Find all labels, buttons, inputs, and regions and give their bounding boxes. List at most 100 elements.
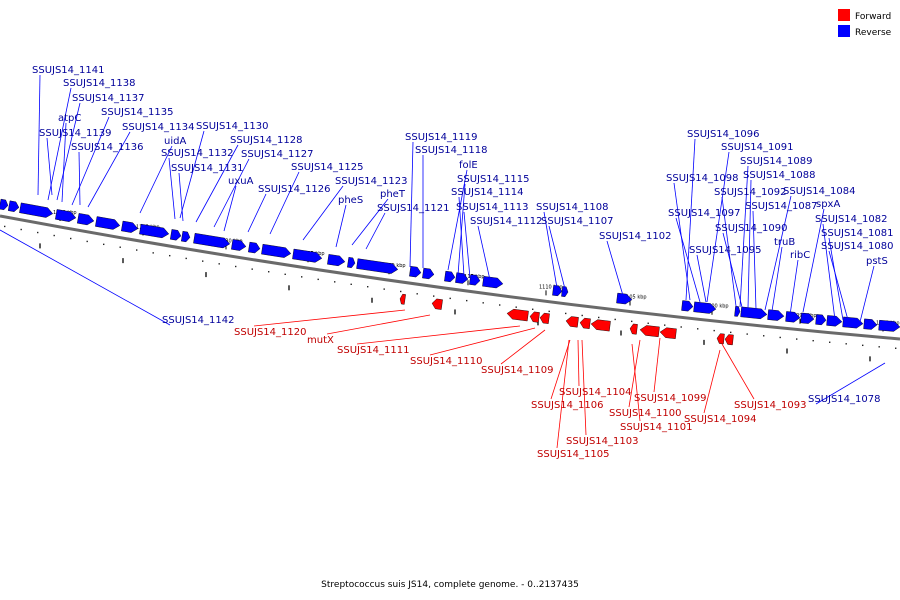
forward-gene-arrow: [659, 327, 677, 339]
reverse-gene-arrow: [693, 301, 717, 314]
minor-tick: [499, 304, 501, 306]
reverse-gene-label: SSUJS14_1108: [536, 202, 609, 213]
reverse-gene-label: SSUJS14_1137: [72, 93, 145, 104]
forward-gene-arrow: [431, 298, 443, 310]
reverse-leader-line: [747, 179, 752, 309]
reverse-gene-label: SSUJS14_1107: [541, 216, 614, 227]
reverse-leader-line: [828, 237, 844, 321]
tick-label: 1130 kbp: [219, 238, 243, 244]
reverse-leader-line: [802, 208, 825, 313]
reverse-leader-line: [213, 158, 250, 228]
minor-tick: [647, 322, 649, 324]
reverse-gene-label: SSUJS14_1114: [451, 187, 524, 198]
reverse-leader-line: [409, 141, 414, 268]
forward-gene-label: SSUJS14_1100: [609, 408, 682, 419]
minor-tick: [103, 243, 105, 246]
forward-leader-line: [556, 339, 570, 449]
forward-gene-labels: SSUJS14_1120mutXSSUJS14_1111SSUJS14_1110…: [234, 327, 807, 460]
minor-tick: [812, 339, 814, 342]
minor-tick: [416, 293, 418, 295]
reverse-gene-label: SSUJS14_1082: [815, 214, 888, 225]
reverse-gene-arrow: [19, 202, 54, 218]
tick-label: 1100 kbp: [705, 304, 729, 310]
reverse-gene-label: SSUJS14_1135: [101, 107, 174, 118]
reverse-gene-arrow: [0, 198, 9, 211]
forward-leader-line: [550, 339, 571, 400]
minor-tick: [37, 231, 39, 234]
reverse-gene-arrow: [248, 241, 261, 254]
minor-tick: [862, 344, 864, 347]
reverse-gene-arrow: [444, 270, 456, 283]
minor-tick: [20, 228, 22, 231]
reverse-leader-line: [739, 165, 749, 308]
forward-gene-label: SSUJS14_1094: [684, 414, 757, 425]
minor-tick: [4, 225, 6, 228]
reverse-leader-line: [815, 362, 886, 405]
forward-gene-arrow: [399, 293, 406, 305]
reverse-gene-arrow: [681, 300, 694, 312]
minor-tick: [664, 324, 666, 326]
forward-gene-arrow: [529, 311, 540, 323]
reverse-gene-arrow: [422, 267, 435, 280]
reverse-leader-line: [168, 157, 176, 220]
minor-tick: [185, 257, 187, 260]
legend-reverse-label: Reverse: [855, 28, 892, 38]
reverse-leader-line: [223, 185, 237, 232]
reverse-leader-line: [269, 171, 300, 235]
reverse-gene-label: atpC: [58, 113, 81, 124]
minor-tick: [53, 234, 55, 237]
reverse-gene-label: SSUJS14_1119: [405, 132, 478, 143]
reverse-gene-label: pheS: [338, 195, 363, 206]
reverse-genes: [0, 198, 900, 332]
reverse-gene-label: pstS: [866, 256, 888, 267]
reverse-gene-label: folE: [459, 160, 478, 171]
forward-leader-line: [253, 309, 406, 327]
forward-gene-label: SSUJS14_1104: [559, 387, 632, 398]
forward-gene-arrow: [539, 312, 550, 324]
reverse-leader-line: [673, 182, 691, 301]
minor-tick: [202, 260, 204, 262]
minor-tick: [449, 297, 451, 300]
reverse-gene-label: SSUJS14_1139: [39, 128, 112, 139]
minor-tick: [218, 263, 220, 265]
reverse-leader-line: [78, 151, 81, 206]
forward-gene-label: SSUJS14_1110: [410, 356, 483, 367]
minor-tick: [548, 310, 550, 313]
reverse-leader-line: [477, 225, 491, 281]
reverse-gene-arrow: [863, 318, 878, 330]
reverse-gene-label: SSUJS14_1080: [821, 241, 894, 252]
reverse-leader-line: [771, 246, 783, 312]
map-caption: Streptococcus suis JS14, complete genome…: [321, 580, 579, 590]
reverse-gene-label: SSUJS14_1089: [740, 156, 813, 167]
legend-forward-swatch: [838, 9, 850, 21]
minor-tick: [746, 333, 748, 335]
reverse-leader-line: [789, 259, 799, 316]
reverse-leader-line: [675, 217, 701, 303]
reverse-gene-label: SSUJS14_1078: [808, 394, 881, 405]
reverse-gene-label: SSUJS14_1112: [470, 216, 543, 227]
forward-gene-label: SSUJS14_1099: [634, 393, 707, 404]
reverse-gene-label: pheT: [380, 189, 406, 200]
minor-tick: [251, 268, 253, 270]
reverse-gene-label: SSUJS14_1125: [291, 162, 364, 173]
reverse-leader-line: [822, 223, 836, 321]
reverse-leader-line: [351, 198, 389, 246]
reverse-gene-label: SSUJS14_1136: [71, 142, 144, 153]
forward-gene-arrow: [506, 308, 529, 322]
reverse-leader-line: [87, 131, 131, 208]
reverse-gene-label: truB: [774, 237, 795, 248]
forward-gene-arrow: [590, 319, 611, 332]
reverse-leader-line: [195, 144, 239, 223]
reverse-gene-label: SSUJS14_1121: [377, 203, 450, 214]
minor-ticks: [4, 225, 897, 362]
reverse-gene-arrow: [842, 316, 864, 329]
reverse-gene-label: SSUJS14_1087: [745, 201, 818, 212]
reverse-leader-line: [46, 137, 53, 196]
reverse-gene-arrow: [55, 209, 77, 222]
forward-gene-label: SSUJS14_1103: [566, 436, 639, 447]
reverse-gene-label: SSUJS14_1092: [714, 187, 787, 198]
minor-tick: [334, 281, 336, 283]
reverse-gene-label: SSUJS14_1091: [721, 142, 794, 153]
reverse-gene-arrow: [139, 223, 170, 239]
